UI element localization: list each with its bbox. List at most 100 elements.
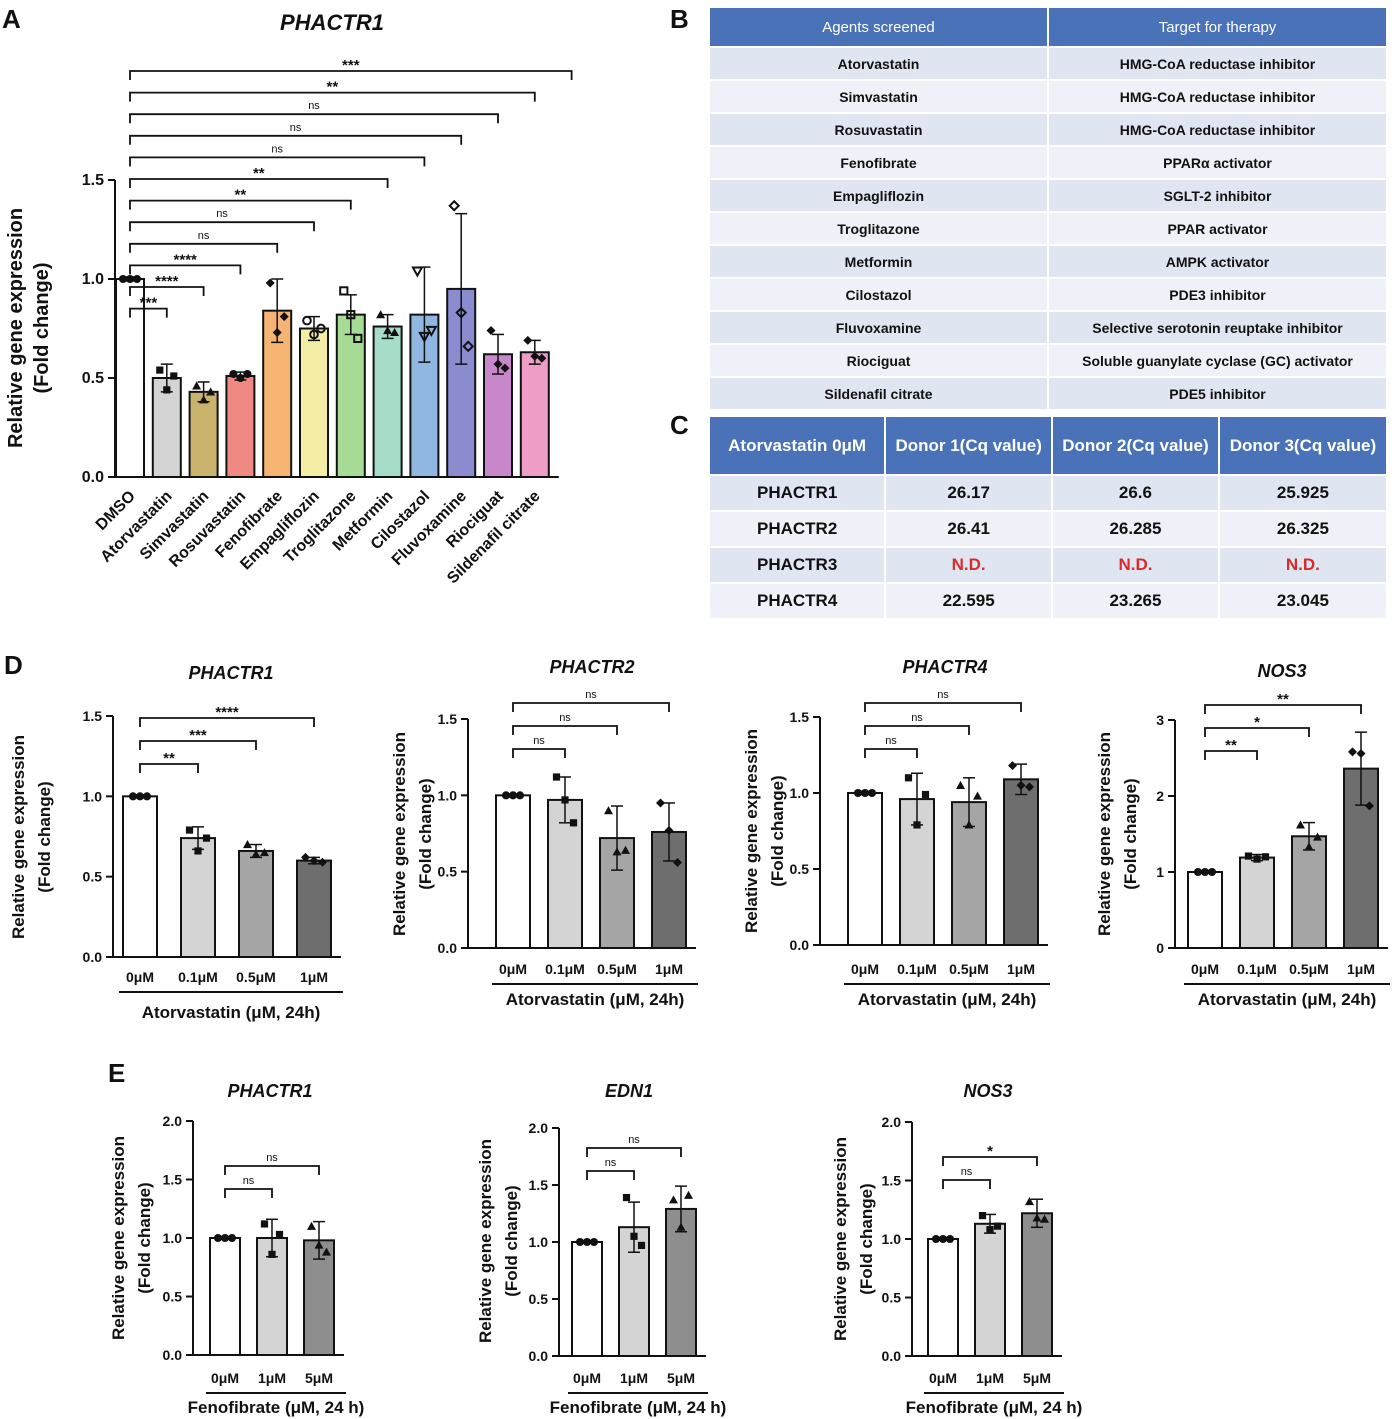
data-point bbox=[1348, 747, 1357, 757]
data-point bbox=[1261, 853, 1270, 861]
significance-bracket bbox=[512, 702, 670, 712]
data-point bbox=[921, 790, 930, 799]
significance-label: ** bbox=[1225, 737, 1237, 754]
x-axis-label: Fenofibrate (μM, 24 h) bbox=[906, 1398, 1083, 1417]
cq-cell: 23.045 bbox=[1217, 582, 1389, 620]
chart-title: NOS3 bbox=[963, 1081, 1012, 1101]
x-tick-label: 0.5μM bbox=[949, 961, 989, 977]
bar bbox=[974, 1222, 1006, 1358]
bar bbox=[209, 1237, 241, 1356]
data-point bbox=[684, 1190, 693, 1199]
data-point bbox=[275, 1230, 284, 1239]
x-tick-label: 0.1μM bbox=[545, 961, 585, 977]
data-point bbox=[904, 774, 913, 782]
significance-bracket bbox=[129, 199, 352, 210]
data-point bbox=[913, 821, 921, 829]
cq-cell: 26.325 bbox=[1217, 510, 1389, 548]
bar bbox=[665, 1207, 697, 1357]
significance-label: ns bbox=[290, 122, 302, 134]
data-point bbox=[575, 1237, 585, 1247]
gene-cell: PHACTR1 bbox=[707, 474, 887, 512]
y-tick-label: 2.0 bbox=[163, 1113, 183, 1129]
x-axis-label: Atorvastatin (μM, 24h) bbox=[506, 990, 685, 1009]
data-point bbox=[455, 306, 468, 319]
significance-label: ns bbox=[216, 208, 228, 220]
data-point bbox=[229, 369, 238, 379]
y-tick-label: 0.0 bbox=[83, 949, 103, 965]
data-point bbox=[1193, 867, 1203, 877]
x-tick-label: 0.1μM bbox=[1237, 961, 1277, 977]
cq-values-table: Atorvastatin 0μM Donor 1(Cq value) Donor… bbox=[707, 415, 1389, 620]
bar bbox=[847, 792, 883, 946]
gene-cell: PHACTR2 bbox=[707, 510, 887, 548]
data-point bbox=[1025, 782, 1034, 792]
data-point bbox=[1253, 855, 1261, 863]
agent-cell: Rosuvastatin bbox=[708, 112, 1049, 147]
bar bbox=[519, 351, 550, 479]
data-point bbox=[978, 1212, 987, 1220]
cq-cell: 22.595 bbox=[884, 582, 1054, 620]
significance-bracket bbox=[512, 748, 566, 758]
bar bbox=[495, 794, 531, 949]
table-row: Atorvastatin HMG-CoA reductase inhibitor bbox=[708, 46, 1388, 81]
data-point bbox=[251, 849, 261, 858]
agent-cell: Troglitazone bbox=[708, 211, 1049, 246]
data-point bbox=[1040, 1214, 1049, 1223]
y-tick-label: 1.0 bbox=[790, 785, 810, 801]
data-point bbox=[199, 395, 209, 404]
data-point bbox=[582, 1237, 592, 1247]
data-point bbox=[676, 1222, 686, 1231]
y-tick-label: 0.0 bbox=[790, 937, 810, 953]
significance-bracket bbox=[942, 1156, 1038, 1166]
data-point bbox=[192, 381, 202, 390]
agent-cell: Fenofibrate bbox=[708, 145, 1049, 180]
significance-label: **** bbox=[174, 251, 198, 268]
data-point bbox=[561, 796, 569, 804]
y-tick-label: 0.0 bbox=[438, 940, 458, 956]
data-point bbox=[515, 791, 525, 800]
data-point bbox=[462, 340, 475, 353]
significance-bracket bbox=[864, 702, 1022, 712]
agent-cell: Sildenafil citrate bbox=[708, 376, 1049, 411]
data-point bbox=[867, 788, 877, 798]
cq-cell: 23.265 bbox=[1051, 582, 1220, 620]
data-point bbox=[132, 274, 142, 284]
data-point bbox=[931, 1234, 941, 1244]
bar bbox=[1239, 856, 1275, 949]
data-point bbox=[272, 327, 282, 337]
y-tick-label: 1.0 bbox=[83, 788, 103, 804]
significance-label: ns bbox=[585, 689, 597, 701]
y-axis-label-line2: (Fold change) bbox=[135, 1182, 154, 1293]
data-point bbox=[309, 856, 319, 866]
target-cell: SGLT-2 inhibitor bbox=[1047, 178, 1388, 213]
data-point bbox=[309, 329, 319, 340]
y-tick-label: 3 bbox=[1156, 712, 1164, 728]
data-point bbox=[236, 373, 245, 383]
data-point bbox=[301, 852, 310, 862]
table-row: PHACTR3 N.D. N.D. N.D. bbox=[707, 546, 1389, 584]
y-tick-label: 2.0 bbox=[882, 1114, 902, 1130]
data-point bbox=[622, 1193, 631, 1202]
target-cell: HMG-CoA reductase inhibitor bbox=[1047, 46, 1388, 81]
data-point bbox=[1313, 832, 1322, 841]
chart-title: PHACTR1 bbox=[227, 1081, 312, 1101]
data-point bbox=[637, 1241, 646, 1250]
bar bbox=[1003, 778, 1039, 946]
chart-title: PHACTR1 bbox=[280, 10, 384, 35]
target-cell: Selective serotonin reuptake inhibitor bbox=[1047, 310, 1388, 345]
y-axis-label: Relative gene expression bbox=[109, 1136, 128, 1340]
data-point bbox=[243, 369, 252, 379]
significance-bracket bbox=[864, 725, 970, 735]
data-point bbox=[1025, 1197, 1034, 1206]
x-tick-label: 0.5μM bbox=[1289, 961, 1329, 977]
significance-label: ns bbox=[605, 1157, 617, 1169]
bar bbox=[299, 327, 329, 478]
x-axis-label: Atorvastatin (μM, 24h) bbox=[858, 990, 1037, 1009]
significance-label: * bbox=[1254, 714, 1260, 731]
data-point bbox=[425, 325, 438, 338]
data-point bbox=[589, 1237, 599, 1247]
significance-bracket bbox=[129, 242, 279, 253]
data-point bbox=[853, 788, 863, 798]
significance-bracket bbox=[129, 70, 573, 80]
data-point bbox=[213, 1233, 223, 1243]
